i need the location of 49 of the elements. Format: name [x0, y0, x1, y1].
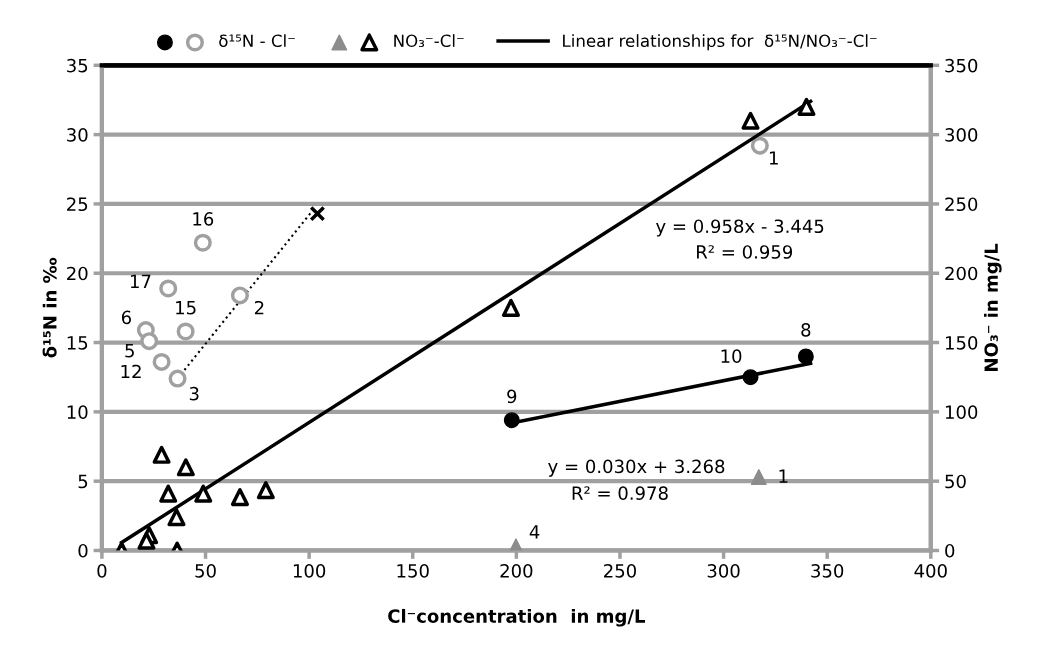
y2-tick-label: 100	[945, 405, 978, 419]
y-tick-label: 15	[67, 336, 88, 350]
x-tick-label: 300	[707, 563, 740, 578]
y-tick-label: 20	[67, 266, 88, 281]
x-tick-label: 50	[195, 563, 216, 578]
x-tick-label: 350	[811, 563, 844, 578]
annotation: 5	[125, 344, 134, 358]
y-axis-title: δ¹⁵N in ‰	[42, 257, 57, 358]
annotation: y = 0.030x + 3.268	[548, 459, 725, 477]
legend-label: NO₃⁻-Cl⁻	[394, 34, 464, 48]
y-tick-label: 35	[67, 58, 88, 73]
y-tick-label: 25	[67, 197, 88, 212]
annotation: 10	[721, 349, 742, 363]
y-tick-label: 30	[67, 128, 88, 142]
x-tick-label: 0	[97, 563, 107, 578]
y-tick-label: 10	[67, 405, 88, 419]
annotation: 17	[130, 274, 151, 288]
x-axis-title: Cl⁻concentration in mg/L	[388, 608, 645, 627]
annotation: 9	[507, 389, 517, 404]
annotation: 2	[254, 300, 264, 315]
annotation: 6	[121, 310, 132, 325]
y2-tick-label: 0	[945, 543, 955, 558]
x-tick-label: 200	[500, 563, 533, 578]
x-tick-label: 250	[604, 563, 636, 578]
annotation: 1	[779, 469, 788, 483]
y2-tick-label: 200	[945, 266, 978, 281]
y-tick-label: 5	[78, 474, 88, 489]
x-tick-label: 150	[397, 563, 429, 578]
y2-tick-label: 250	[945, 197, 978, 212]
annotation: 16	[193, 212, 214, 226]
legend-label: Linear relationships for δ¹⁵N/NO₃⁻-Cl⁻	[563, 34, 877, 51]
annotation: y = 0.958x - 3.445	[656, 219, 824, 237]
y2-tick-label: 50	[945, 474, 966, 489]
annotation: 3	[189, 386, 199, 401]
x-tick-label: 400	[914, 563, 947, 578]
annotation: 8	[801, 322, 811, 337]
y2-tick-label: 350	[945, 58, 978, 73]
annotation: R² = 0.978	[572, 486, 668, 500]
y2-tick-label: 150	[945, 336, 978, 350]
annotation: 4	[529, 525, 540, 539]
annotation: 15	[176, 301, 196, 315]
legend-label: δ¹⁵N - Cl⁻	[219, 34, 295, 48]
y-tick-label: 0	[78, 543, 88, 558]
y2-tick-label: 300	[945, 128, 978, 142]
annotation: 12	[121, 364, 141, 379]
y2-axis-title: NO₃⁻ in mg/L	[984, 243, 1002, 371]
annotation: R² = 0.959	[697, 245, 793, 259]
annotation: 1	[769, 151, 778, 165]
x-tick-label: 100	[293, 563, 326, 578]
